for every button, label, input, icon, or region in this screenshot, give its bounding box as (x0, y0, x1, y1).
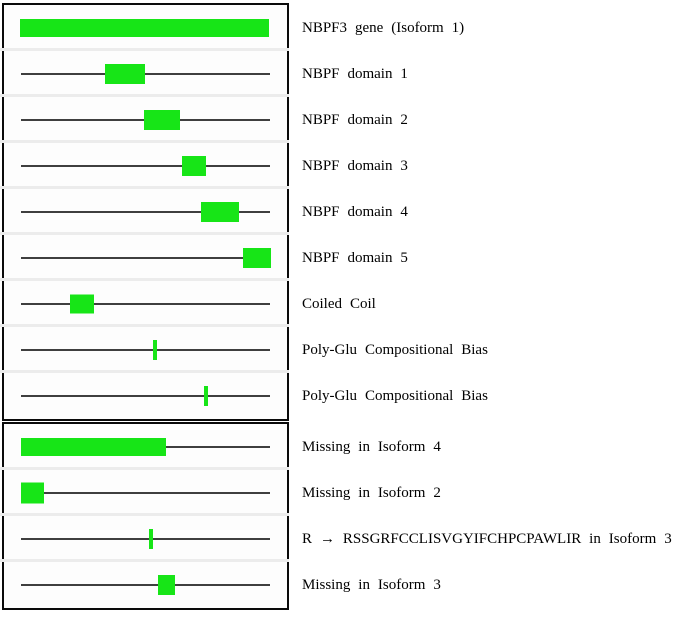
row-label: NBPF3 gene (Isoform 1) (302, 19, 465, 36)
track-row: Coiled Coil (0, 281, 676, 327)
row-label: NBPF domain 3 (302, 157, 408, 174)
feature-site-tick (153, 340, 157, 360)
feature-track (0, 143, 289, 189)
feature-domain-box (182, 156, 206, 176)
feature-domain-box (144, 110, 180, 130)
track-row: NBPF domain 2 (0, 97, 676, 143)
row-label: NBPF domain 1 (302, 65, 408, 82)
feature-site-tick (204, 386, 208, 406)
feature-domain-box (70, 294, 94, 314)
sequence-line (21, 538, 270, 540)
row-label: NBPF domain 2 (302, 111, 408, 128)
track-row: Poly-Glu Compositional Bias (0, 327, 676, 373)
feature-track (0, 562, 289, 608)
sequence-line (21, 492, 270, 494)
track-row: Poly-Glu Compositional Bias (0, 373, 676, 419)
feature-track (0, 51, 289, 97)
sequence-line (21, 395, 270, 397)
row-label: Poly-Glu Compositional Bias (302, 341, 488, 358)
sequence-line (21, 211, 270, 213)
group-isoform-differences: Missing in Isoform 4 Missing in Isoform … (0, 422, 676, 610)
feature-track (0, 470, 289, 516)
feature-track (0, 424, 289, 470)
feature-track (0, 189, 289, 235)
row-label: Missing in Isoform 2 (302, 484, 441, 501)
feature-track (0, 235, 289, 281)
feature-domain-box (243, 248, 271, 268)
feature-gene-bar (20, 19, 269, 37)
track-row: NBPF domain 1 (0, 51, 676, 97)
track-row: Missing in Isoform 4 (0, 424, 676, 470)
track-row: R → RSSGRFCCLISVGYIFCHPCPAWLIR in Isofor… (0, 516, 676, 562)
protein-feature-diagram: NBPF3 gene (Isoform 1) NBPF domain 1 NBP… (0, 3, 676, 610)
feature-region-bar (21, 438, 166, 456)
sequence-line (21, 584, 270, 586)
sequence-line (21, 303, 270, 305)
feature-domain-box (201, 202, 239, 222)
track-row: Missing in Isoform 2 (0, 470, 676, 516)
track-row: NBPF domain 3 (0, 143, 676, 189)
sequence-line (21, 257, 270, 259)
feature-track (0, 373, 289, 419)
row-label: Poly-Glu Compositional Bias (302, 387, 488, 404)
track-row: Missing in Isoform 3 (0, 562, 676, 608)
feature-track (0, 5, 289, 51)
track-row: NBPF3 gene (Isoform 1) (0, 5, 676, 51)
row-label: NBPF domain 4 (302, 203, 408, 220)
sequence-line (21, 73, 270, 75)
feature-track (0, 97, 289, 143)
row-label: Missing in Isoform 3 (302, 576, 441, 593)
sequence-line (21, 165, 270, 167)
feature-domain-box (105, 64, 145, 84)
feature-track (0, 327, 289, 373)
row-label: NBPF domain 5 (302, 249, 408, 266)
feature-track (0, 281, 289, 327)
feature-track (0, 516, 289, 562)
group-gene-and-domains: NBPF3 gene (Isoform 1) NBPF domain 1 NBP… (0, 3, 676, 421)
row-label: Missing in Isoform 4 (302, 438, 441, 455)
sequence-line (21, 349, 270, 351)
track-row: NBPF domain 5 (0, 235, 676, 281)
feature-site-tick (149, 529, 153, 549)
feature-region-box (21, 482, 44, 504)
track-row: NBPF domain 4 (0, 189, 676, 235)
feature-region-box (158, 575, 175, 595)
row-label: R → RSSGRFCCLISVGYIFCHPCPAWLIR in Isofor… (302, 530, 672, 547)
row-label: Coiled Coil (302, 295, 376, 312)
